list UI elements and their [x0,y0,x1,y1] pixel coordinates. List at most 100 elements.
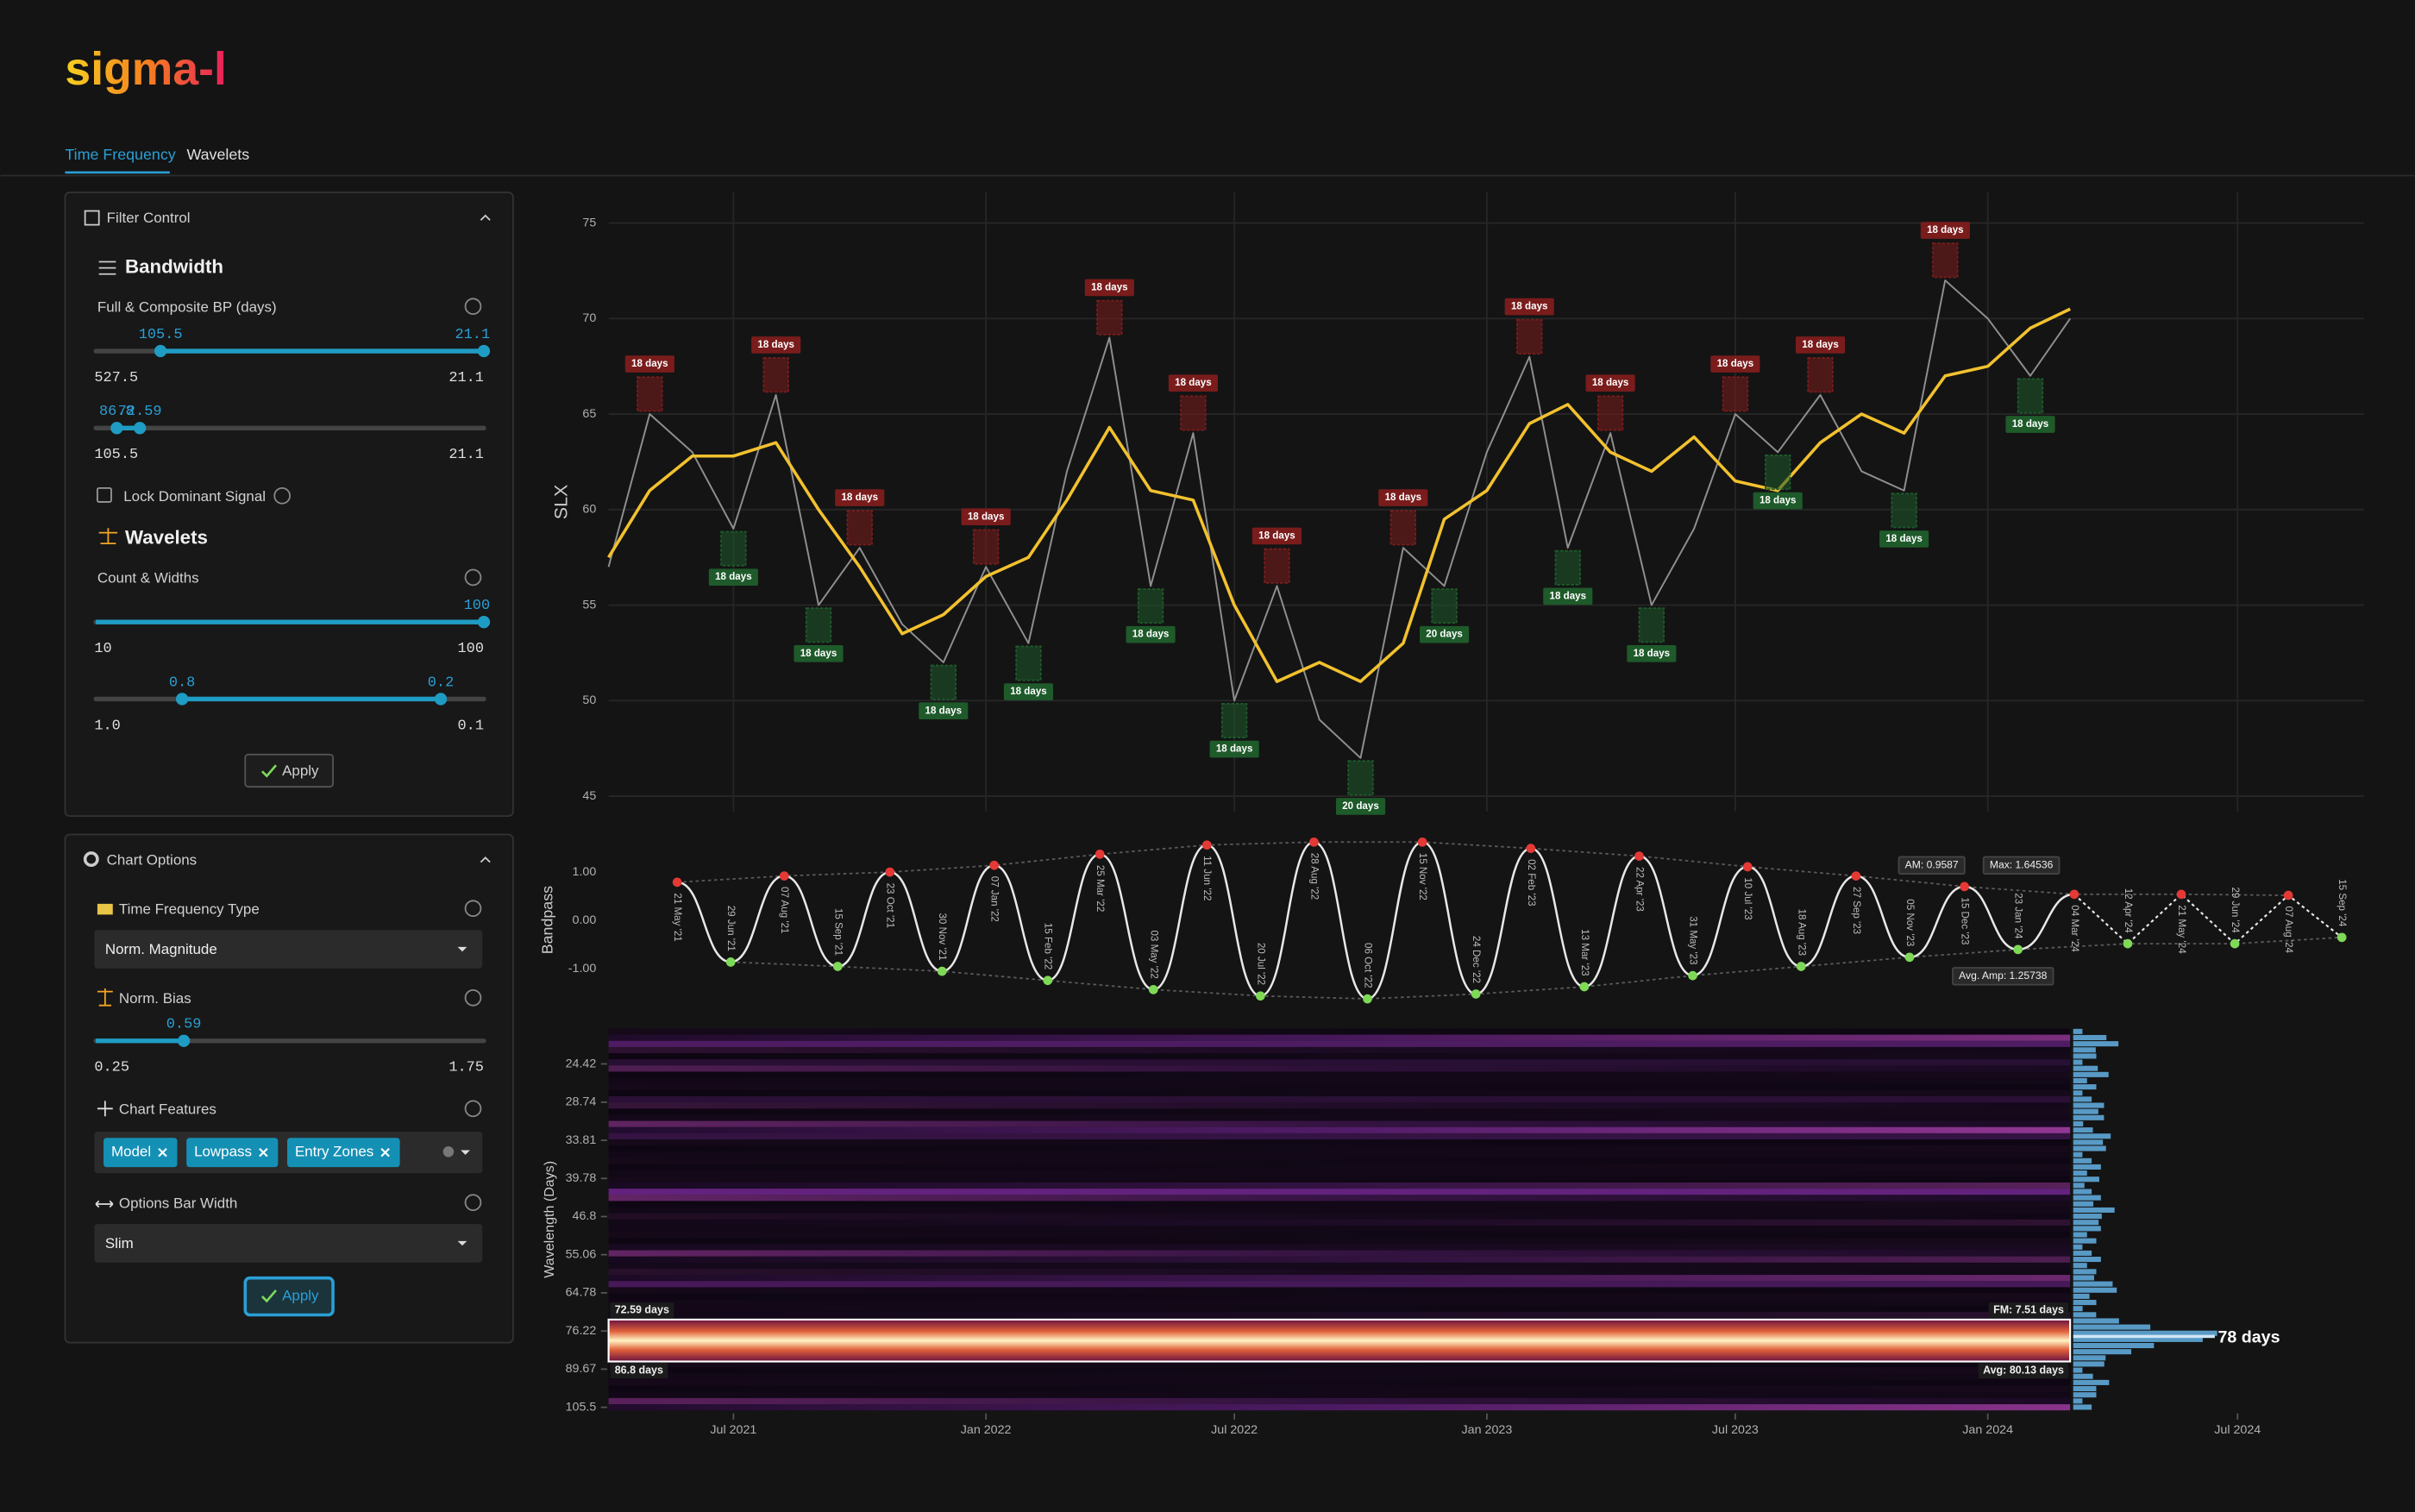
dropdown-arrow[interactable] [457,1240,467,1246]
feature-chip[interactable] [186,1138,279,1168]
help-icon[interactable] [464,568,482,587]
x-tick-label: Jul 2024 [2214,1423,2261,1437]
dropdown-arrow[interactable] [461,1150,470,1155]
chip-label[interactable]: Entry Zones [295,1144,373,1160]
cycle-date-label: 15 Dec '23 [1960,897,1971,944]
peak-dot [885,867,895,877]
tab[interactable]: Time Frequency [65,146,175,163]
help-icon[interactable] [464,1100,482,1118]
entry-zone-label: 18 days [1258,530,1295,541]
heatmap-row [608,1250,2071,1257]
trough-dot [1904,952,1915,963]
filter-panel [64,191,514,818]
heatmap-row [608,1182,2071,1189]
slider-value: 0.8 [169,674,196,691]
clear-icon[interactable] [442,1146,455,1158]
chip-label[interactable]: Model [111,1144,151,1160]
chip-label[interactable]: Lowpass [194,1144,252,1160]
panel-title[interactable]: Filter Control [107,210,191,226]
slider-handle[interactable] [434,693,448,706]
spectrum-bar [2073,1269,2097,1275]
button-label[interactable]: Apply [282,1288,319,1304]
spectrum-bar [2073,1090,2083,1096]
slider-handle[interactable] [110,422,123,435]
heatmap-row [608,1397,2071,1405]
heatmap-row [608,1244,2071,1251]
heatmap-row [608,1034,2071,1041]
band-label: 86.8 days [615,1365,663,1377]
panel-title[interactable]: Chart Options [107,851,197,868]
entry-zone-tag [1168,374,1218,392]
entry-zone-label: 18 days [1717,358,1754,369]
entry-zone-label: 18 days [968,511,1005,522]
y-tick-label: 64.78 [566,1286,597,1300]
apply-button[interactable] [244,753,334,788]
help-icon[interactable] [273,486,291,505]
peak-dot [1526,844,1536,853]
trough-dot [2230,938,2240,949]
help-icon[interactable] [464,900,482,918]
dropdown-value[interactable]: Slim [105,1235,134,1252]
spectrum-bar [2073,1373,2093,1379]
dropdown-value[interactable]: Norm. Magnitude [105,941,217,957]
chip-remove[interactable] [380,1147,390,1158]
cycle-date-label: 28 Aug '22 [1308,853,1320,900]
entry-zone-label: 18 days [2012,418,2049,430]
spectrum-bar [2073,1257,2101,1263]
collapse-icon[interactable] [480,856,491,863]
spectrum-bar [2073,1232,2087,1238]
heatmap-row [608,1287,2071,1294]
slider-handle[interactable] [177,1034,191,1047]
button-label[interactable]: Apply [282,762,319,779]
help-icon[interactable] [464,1194,482,1212]
y-tick-label: 50 [582,693,596,707]
entry-zone-tag [751,336,801,354]
slider-handle[interactable] [133,422,147,435]
trough-dot [832,962,843,971]
plus-icon [97,1101,113,1117]
entry-zone-tag [1251,527,1302,545]
help-icon[interactable] [464,988,482,1007]
spectrum-bar [2073,1189,2092,1195]
feature-chip[interactable] [287,1138,400,1168]
slider-value: 105.5 [139,327,183,343]
x-tick-label: Jul 2023 [1712,1423,1759,1437]
annotation-box [1982,856,2061,875]
help-icon[interactable] [464,298,482,316]
apply-button[interactable] [243,1276,335,1317]
entry-zone-label: 18 days [1927,224,1964,235]
feature-chip[interactable] [104,1138,178,1168]
field-label: Chart Features [119,1101,216,1118]
checkbox[interactable] [97,486,112,503]
grid-icon [84,210,100,226]
entry-zone [1347,760,1374,796]
spectrum-bar [2073,1281,2113,1287]
checkbox-label[interactable]: Lock Dominant Signal [123,488,266,505]
y-tick-label: 24.42 [566,1057,597,1070]
slider-value: 86.8 [99,404,135,420]
spectrum-bar [2073,1330,2217,1336]
slider-min-label: 527.5 [94,370,138,386]
trough-dot [2013,944,2023,955]
chip-remove[interactable] [259,1147,268,1158]
dropdown[interactable] [94,930,483,969]
collapse-icon[interactable] [480,214,491,221]
heatmap-row [608,1305,2071,1312]
spectrum-bar [2073,1287,2117,1293]
spectrum-bar [2073,1065,2098,1071]
spectrum-bar [2073,1250,2092,1256]
slider-handle[interactable] [175,693,189,706]
tab[interactable]: Wavelets [186,146,249,163]
dropdown-arrow[interactable] [457,946,467,952]
dropdown[interactable] [94,1224,483,1263]
entry-zone [1891,492,1917,529]
spectrum-bar [2073,1361,2104,1367]
cycle-date-label: 31 May '23 [1687,916,1698,964]
slider-handle[interactable] [154,344,167,358]
bandpass-line [677,841,2074,1001]
slider-handle[interactable] [477,344,491,358]
slider-handle[interactable] [477,616,491,629]
y-tick-label: 76.22 [566,1324,597,1338]
chip-remove[interactable] [158,1147,167,1158]
heatmap-row [608,1268,2071,1276]
